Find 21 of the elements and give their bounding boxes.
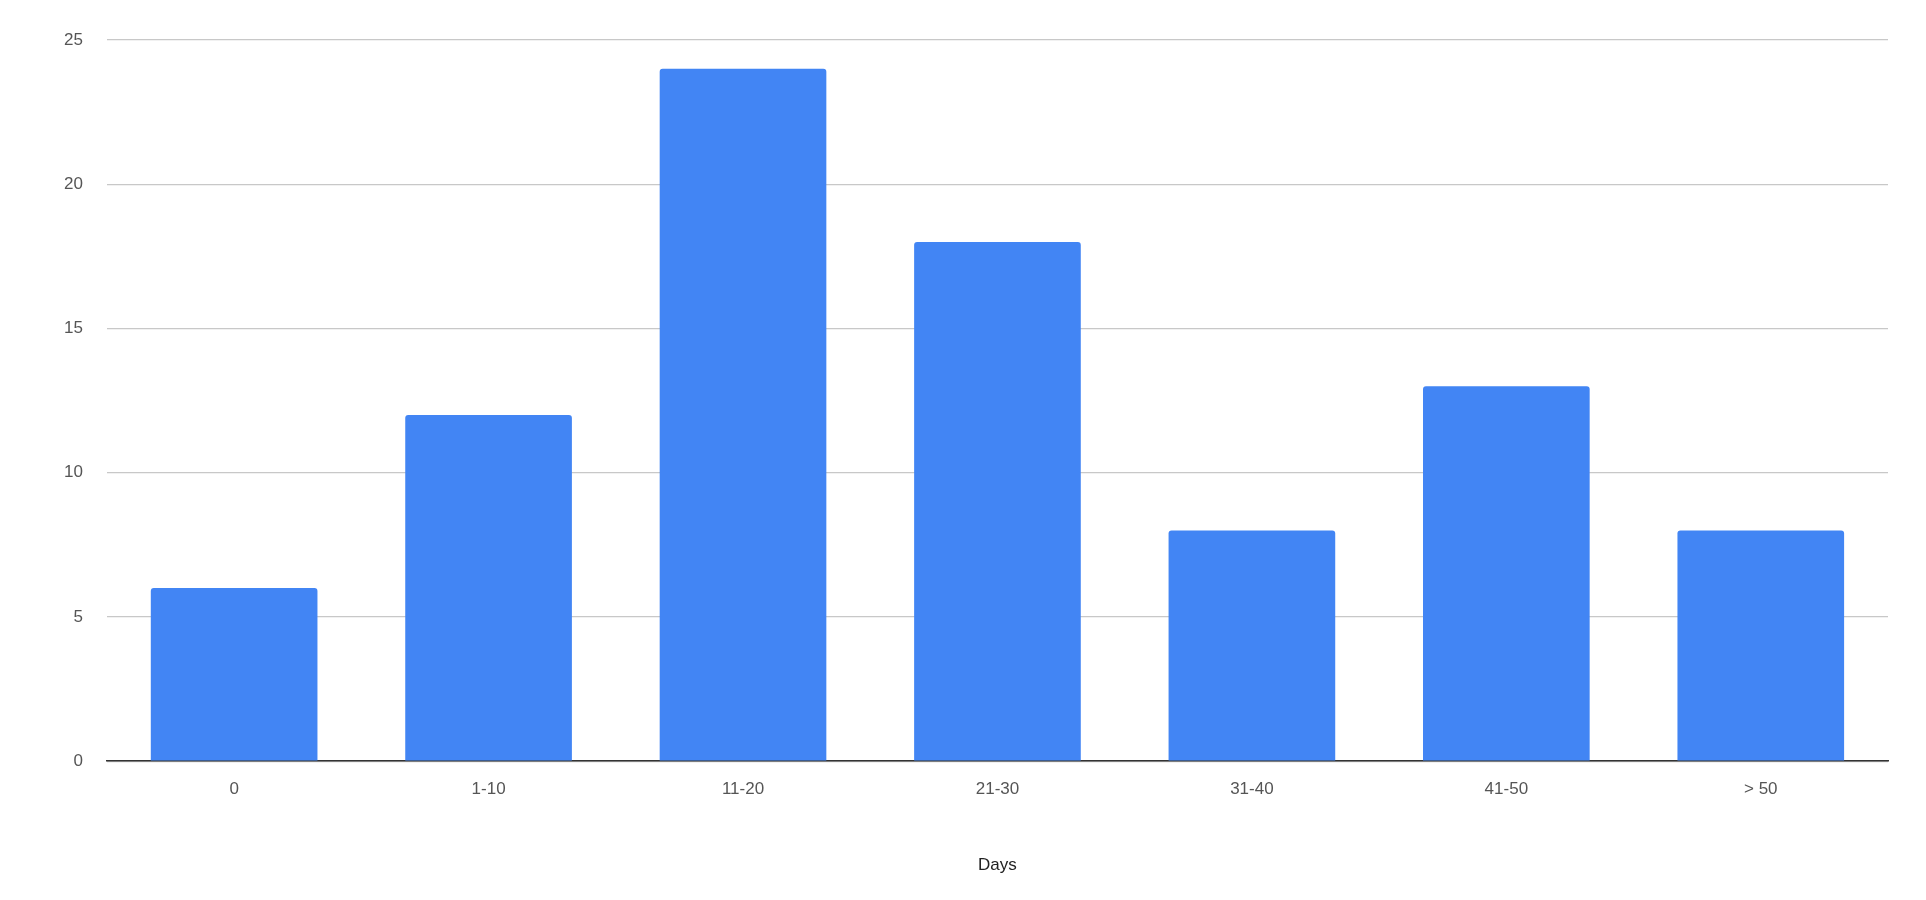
x-tick-label: > 50 — [1744, 779, 1778, 799]
y-tick-label: 5 — [73, 606, 83, 626]
x-axis-title: Days — [978, 855, 1017, 875]
y-tick-label: 25 — [63, 29, 83, 49]
bar — [914, 241, 1081, 761]
bar — [1677, 530, 1845, 761]
x-tick-label: 21-30 — [975, 779, 1020, 799]
x-tick-label: 31-40 — [1230, 779, 1274, 799]
bar — [1168, 530, 1336, 761]
x-tick-label: 0 — [229, 779, 239, 799]
y-tick-label: 10 — [63, 462, 83, 482]
x-tick-label: 11-20 — [721, 779, 765, 799]
x-tick-label: 1-10 — [471, 779, 506, 799]
x-tick-label: 41-50 — [1484, 779, 1529, 799]
bar — [405, 415, 572, 761]
y-tick-label: 0 — [73, 750, 83, 770]
bar — [1423, 386, 1590, 761]
y-tick-label: 20 — [63, 173, 83, 193]
bar — [659, 68, 827, 761]
y-tick-label: 15 — [63, 318, 83, 338]
bar — [150, 588, 318, 761]
